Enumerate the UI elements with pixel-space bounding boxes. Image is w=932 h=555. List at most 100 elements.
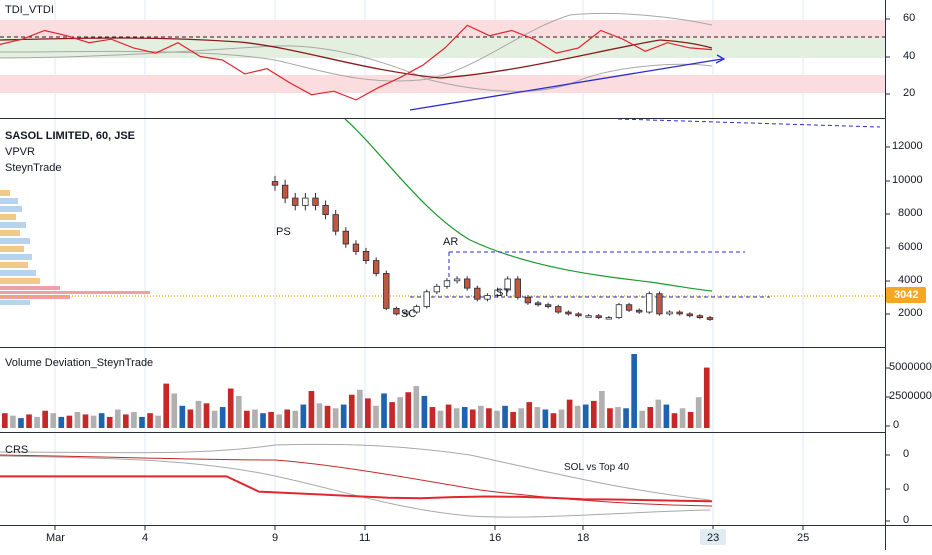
volume-bar xyxy=(655,399,662,428)
crs-tick-top: 0 xyxy=(903,448,910,460)
candle xyxy=(636,309,643,313)
price-tick-6000: 6000 xyxy=(898,241,923,253)
candle xyxy=(474,287,481,300)
candle xyxy=(696,315,704,318)
volume-bar xyxy=(486,408,492,428)
main-pane[interactable] xyxy=(0,119,885,347)
last-price-label: 3042 xyxy=(894,289,919,301)
crs-signal-line xyxy=(0,454,713,507)
candle xyxy=(585,315,592,318)
candle xyxy=(332,214,339,232)
time-tick-mar: Mar xyxy=(46,532,65,544)
time-axis-ticks xyxy=(54,526,804,530)
tdi-label[interactable]: TDI_VTDI xyxy=(5,4,54,16)
tdi-tick-20: 20 xyxy=(903,87,916,99)
main-title[interactable]: SASOL LIMITED, 60, JSE xyxy=(5,130,135,142)
candle xyxy=(271,181,279,186)
volume-bar xyxy=(10,415,16,428)
volume-bar xyxy=(235,395,242,428)
crs-upper-bb xyxy=(0,443,711,501)
volume-tick-2-5m: 2500000 xyxy=(889,390,932,402)
volume-bar xyxy=(252,409,258,428)
volume-tick-0: 0 xyxy=(893,419,900,431)
candle xyxy=(443,280,451,287)
time-tick-4: 4 xyxy=(142,532,149,544)
volume-bar xyxy=(526,402,533,428)
annotation-sc: SC xyxy=(401,308,417,320)
volume-bar xyxy=(227,388,234,428)
indicator-vpvr[interactable]: VPVR xyxy=(5,146,35,158)
volume-bar xyxy=(647,407,654,428)
volume-bar xyxy=(445,404,452,428)
volume-bar xyxy=(599,391,605,428)
candle xyxy=(403,311,410,315)
moving-average-line xyxy=(344,118,713,292)
volume-bar xyxy=(26,414,32,428)
candle xyxy=(372,260,380,274)
volume-bar xyxy=(131,411,137,428)
candle xyxy=(362,250,370,261)
crs-pane[interactable] xyxy=(0,433,885,525)
volume-bar xyxy=(615,407,621,428)
volume-bar xyxy=(268,411,274,428)
volume-bar xyxy=(316,403,323,428)
volume-bar xyxy=(324,405,331,428)
tdi-lower-bb xyxy=(0,45,713,92)
price-tick-12000: 12000 xyxy=(892,140,923,152)
volume-bar xyxy=(58,416,65,428)
volume-bar xyxy=(542,409,549,428)
time-tick-11: 11 xyxy=(359,532,371,544)
volume-bar xyxy=(219,407,226,428)
volume-bar xyxy=(679,408,686,428)
candle xyxy=(423,291,430,307)
volume-bar xyxy=(639,410,646,428)
volume-label[interactable]: Volume Deviation_SteynTrade xyxy=(5,357,154,369)
tdi-pane[interactable] xyxy=(0,0,885,118)
volume-bars xyxy=(2,354,710,428)
volume-bar xyxy=(155,415,161,428)
crs-label[interactable]: CRS xyxy=(5,444,29,456)
candle xyxy=(292,197,299,206)
volume-bar xyxy=(90,415,97,428)
candle xyxy=(413,306,420,313)
candle xyxy=(625,304,633,311)
tdi-upper-band xyxy=(0,20,885,38)
volume-bar xyxy=(478,405,484,428)
volume-bar xyxy=(437,410,444,428)
volume-bar xyxy=(413,386,420,428)
volume-bar xyxy=(244,410,250,428)
time-tick-16: 16 xyxy=(489,532,502,544)
volume-bar xyxy=(494,410,500,428)
crs-tick-bottom: 0 xyxy=(903,514,910,526)
time-tick-23: 23 xyxy=(707,532,720,544)
arrow-right-icon xyxy=(715,54,726,64)
volume-bar xyxy=(558,409,565,428)
volume-bar xyxy=(518,408,525,428)
volume-bar xyxy=(2,413,8,428)
candle xyxy=(464,278,471,289)
candle xyxy=(484,295,491,300)
volume-bar xyxy=(469,409,476,428)
volume-bar xyxy=(461,407,468,428)
tdi-signal-line xyxy=(0,37,713,79)
candle xyxy=(494,289,501,296)
crs-line xyxy=(0,475,713,503)
volume-bar xyxy=(98,413,105,428)
volume-bar xyxy=(429,407,436,428)
volume-bar xyxy=(623,408,629,428)
volume-bar xyxy=(171,393,178,428)
volume-bar xyxy=(510,411,516,428)
volume-bar xyxy=(397,397,403,428)
candle xyxy=(575,313,582,317)
volume-bar xyxy=(187,409,194,428)
indicator-steyntrade[interactable]: SteynTrade xyxy=(5,162,62,174)
candle xyxy=(504,278,511,291)
candle xyxy=(706,317,714,320)
tdi-lower-band xyxy=(0,75,885,93)
annotation-ar: AR xyxy=(443,236,459,248)
crs-tick-mid: 0 xyxy=(903,482,910,494)
volume-bar xyxy=(671,413,678,428)
volume-bar xyxy=(292,410,299,428)
